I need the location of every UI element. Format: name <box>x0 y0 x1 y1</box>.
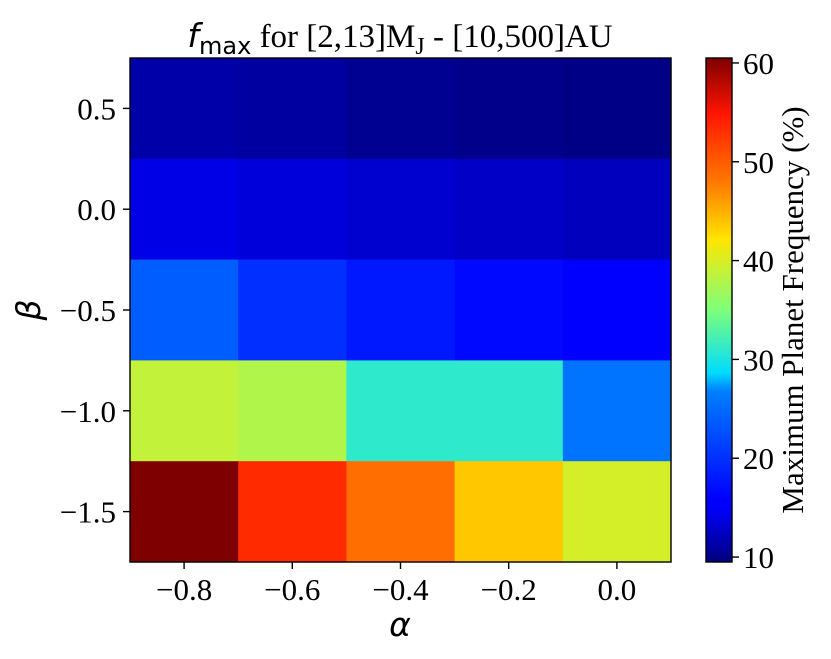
colorbar-tick-label: 60 <box>743 46 774 81</box>
heatmap-cell <box>454 58 564 160</box>
x-tick-label: 0.0 <box>598 572 637 607</box>
colorbar-tick-label: 20 <box>743 441 774 476</box>
title-text-end: - [10,500]AU <box>425 19 613 55</box>
colorbar-tick-label: 50 <box>743 145 774 180</box>
heatmap-cell <box>346 461 456 563</box>
heatmap-cell <box>130 360 239 462</box>
heatmap-cell <box>346 259 456 361</box>
title-text: for [2,13]M <box>251 19 415 55</box>
colorbar-label: Maximum Planet Frequency (%) <box>775 106 810 513</box>
colorbar-tick-label: 30 <box>743 342 774 377</box>
heatmap-cell <box>562 58 672 160</box>
y-tick-label: −1.5 <box>60 495 116 530</box>
heatmap-cell <box>238 158 347 261</box>
colorbar-ticks: 10 20 30 40 50 60 <box>732 46 774 575</box>
title-text-subscript: J <box>415 34 424 60</box>
heatmap-cell <box>238 360 347 462</box>
heatmap-cell <box>454 259 564 361</box>
y-tick-label: 0.0 <box>77 192 116 227</box>
y-tick-label: −0.5 <box>60 293 116 328</box>
heatmap-cell <box>130 158 239 261</box>
heatmap-cell <box>238 259 347 361</box>
heatmap-cell <box>346 158 456 261</box>
y-axis-ticks: 0.5 0.0 −0.5 −1.0 −1.5 <box>60 91 130 530</box>
x-axis-ticks: −0.8 −0.6 −0.4 −0.2 0.0 <box>156 562 636 607</box>
colorbar-tick-label: 40 <box>743 244 774 279</box>
y-tick-label: −1.0 <box>60 394 116 429</box>
heatmap-cell <box>238 58 347 160</box>
heatmap-cell <box>454 461 564 563</box>
x-tick-label: −0.6 <box>264 572 320 607</box>
x-tick-label: −0.8 <box>156 572 212 607</box>
x-axis-label: α <box>389 605 411 644</box>
title-symbol-subscript: max <box>199 32 251 60</box>
colorbar-tick-label: 10 <box>743 540 774 575</box>
heatmap-cell <box>238 461 347 563</box>
y-axis-label: β <box>9 299 48 321</box>
heatmap-cell <box>130 58 239 160</box>
heatmap-cell <box>562 461 672 563</box>
x-tick-label: −0.2 <box>481 572 537 607</box>
heatmap-cells <box>130 58 672 563</box>
heatmap-cell <box>130 461 239 563</box>
heatmap-cell <box>454 360 564 462</box>
y-tick-label: 0.5 <box>77 91 116 126</box>
heatmap-cell <box>346 58 456 160</box>
colorbar <box>705 57 733 563</box>
heatmap-cell <box>562 360 672 462</box>
heatmap-cell <box>562 158 672 261</box>
chart-title: fmax for [2,13]MJ - [10,500]AU <box>187 16 612 60</box>
heatmap-cell <box>130 259 239 361</box>
x-tick-label: −0.4 <box>372 572 429 607</box>
heatmap-cell <box>346 360 456 462</box>
heatmap-cell <box>562 259 672 361</box>
heatmap-cell <box>454 158 564 261</box>
